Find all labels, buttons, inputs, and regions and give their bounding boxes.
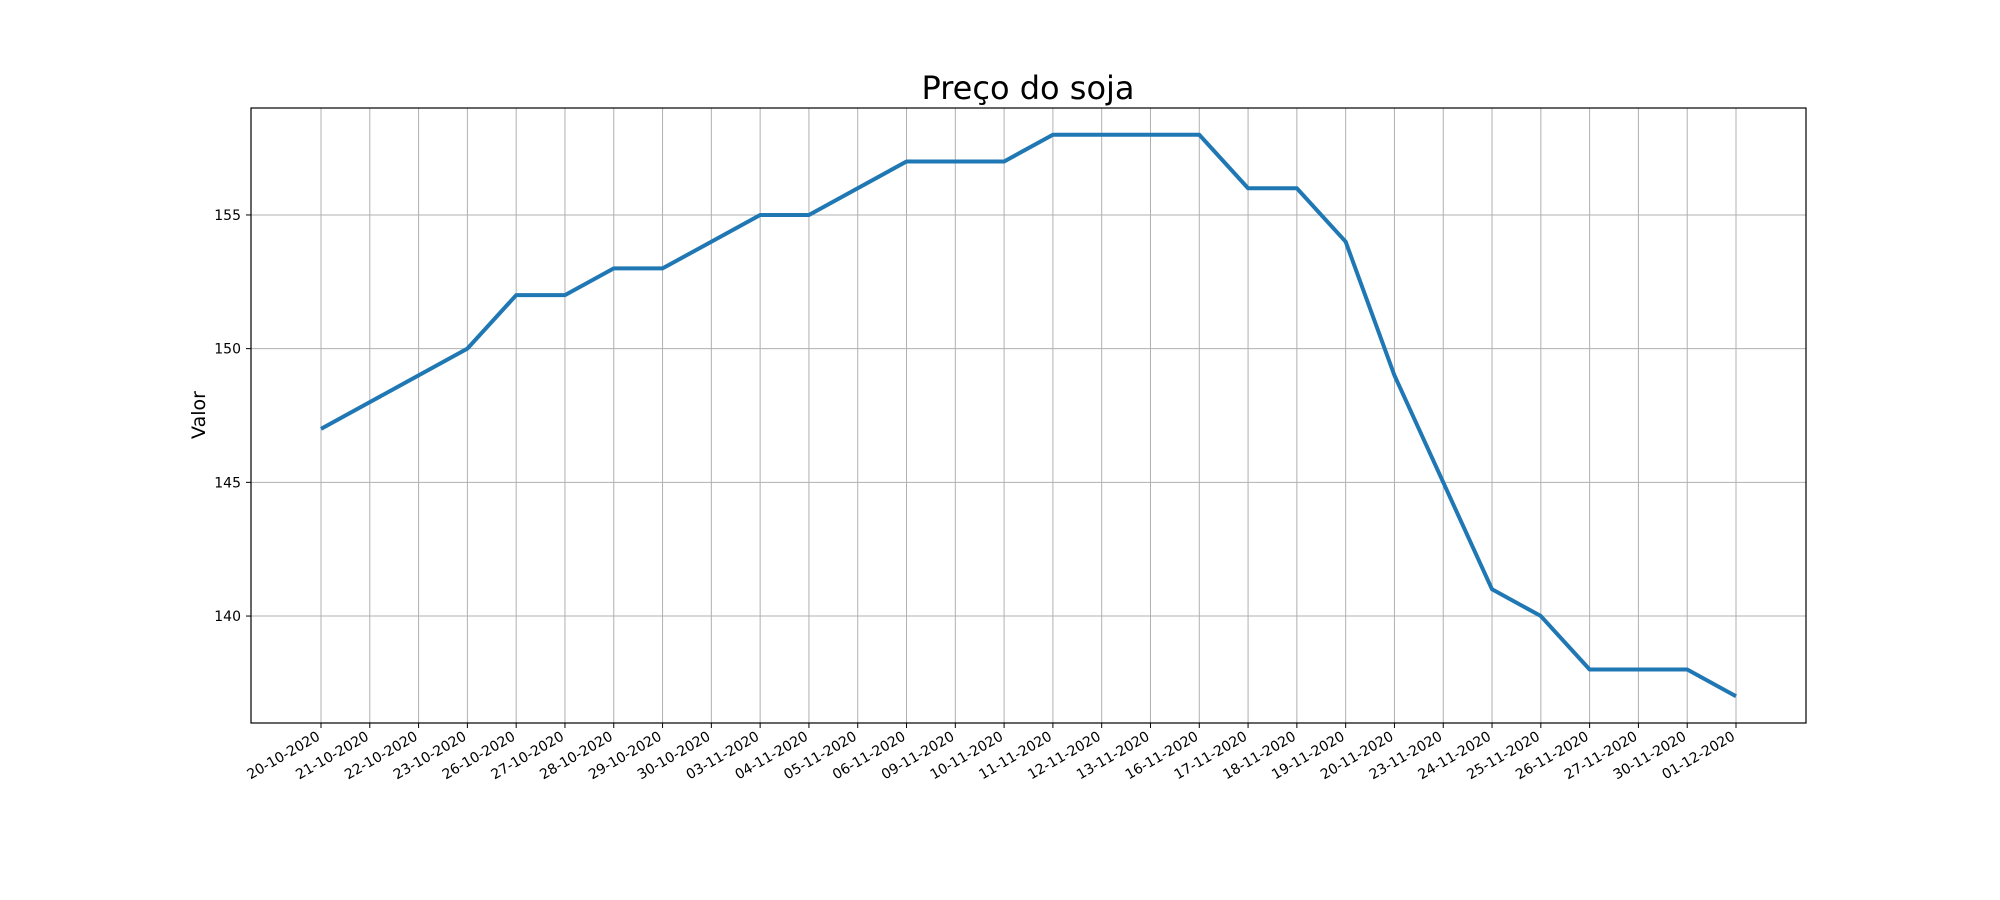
chart-title: Preço do soja	[921, 69, 1134, 107]
series-line	[320, 132, 1737, 699]
plot-frame	[250, 107, 1807, 724]
y-axis-label: Valor	[188, 391, 210, 439]
series-layer	[320, 132, 1737, 699]
y-tick-label: 155	[214, 208, 241, 224]
y-tick-label: 150	[214, 342, 241, 358]
grid	[251, 108, 1806, 723]
tick-labels: 20-10-202021-10-202022-10-202023-10-2020…	[214, 208, 1738, 783]
y-tick-label: 145	[214, 475, 241, 491]
y-tick-label: 140	[214, 609, 241, 625]
